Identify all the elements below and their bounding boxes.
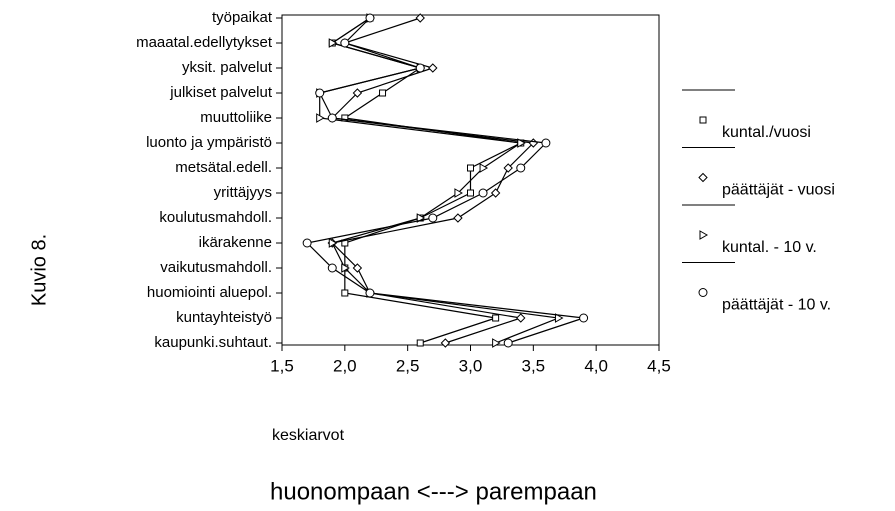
legend-label: päättäjät - 10 v. — [722, 297, 831, 314]
marker — [340, 38, 350, 48]
x-tick-label: 1,5 — [270, 356, 294, 375]
marker — [365, 288, 375, 298]
marker — [341, 263, 350, 273]
y-tick-label: huomiointi aluepol. — [147, 284, 272, 301]
marker — [415, 63, 425, 73]
x-tick-label: 3,0 — [459, 356, 483, 375]
marker — [328, 38, 338, 48]
series-line — [305, 17, 584, 344]
marker — [554, 313, 564, 323]
marker — [698, 288, 708, 297]
marker — [352, 88, 363, 98]
x-tick-label: 4,0 — [584, 356, 608, 375]
marker — [503, 338, 513, 348]
marker — [315, 88, 325, 98]
y-tick-label: yrittäjyys — [214, 184, 272, 201]
x-axis-label: keskiarvot — [272, 427, 345, 444]
marker — [467, 189, 474, 197]
x-tick-label: 3,5 — [522, 356, 546, 375]
y-tick-label: julkiset palvelut — [169, 84, 273, 101]
y-tick-label: kuntayhteistyö — [176, 309, 272, 326]
y-tick-label: yksit. palvelut — [182, 59, 273, 76]
legend-label: päättäjät - vuosi — [722, 182, 835, 199]
marker — [517, 138, 526, 148]
marker — [428, 213, 438, 223]
marker — [699, 230, 709, 240]
marker — [302, 238, 312, 248]
y-tick-label: koulutusmahdoll. — [159, 209, 272, 226]
marker — [541, 138, 551, 148]
marker — [453, 213, 463, 223]
marker — [490, 188, 501, 198]
x-tick-label: 2,5 — [396, 356, 420, 375]
marker — [341, 289, 349, 297]
y-tick-label: metsätal.edell. — [175, 159, 272, 176]
y-tick-label: luonto ja ympäristö — [146, 134, 272, 151]
marker — [492, 314, 500, 322]
marker — [699, 116, 707, 124]
marker — [503, 163, 513, 173]
x-tick-label: 4,5 — [647, 356, 671, 375]
marker — [492, 338, 501, 348]
marker — [440, 338, 451, 348]
marker — [428, 63, 438, 73]
y-tick-label: ikärakenne — [199, 234, 272, 251]
y-tick-label: vaikutusmahdoll. — [160, 259, 272, 276]
y-tick-label: kaupunki.suhtaut. — [154, 334, 272, 351]
caption: huonompaan <---> parempaan — [270, 478, 597, 505]
marker — [454, 188, 463, 198]
x-tick-label: 2,0 — [333, 356, 357, 375]
marker — [352, 263, 363, 273]
marker — [316, 113, 325, 123]
marker — [365, 13, 375, 23]
marker — [516, 313, 526, 323]
marker — [415, 13, 425, 23]
marker — [327, 263, 337, 273]
y-tick-label: muuttoliike — [200, 109, 272, 126]
marker — [516, 163, 526, 173]
y-tick-label: työpaikat — [212, 9, 273, 26]
legend-label: kuntal. - 10 v. — [722, 239, 817, 256]
marker — [467, 164, 474, 172]
marker — [579, 313, 589, 323]
marker — [478, 188, 488, 198]
marker — [379, 89, 387, 97]
y-tick-label: maaatal.edellytykset — [136, 34, 273, 51]
legend-label: kuntal./vuosi — [722, 124, 811, 141]
marker — [698, 172, 708, 183]
marker — [327, 113, 337, 123]
side-label: Kuvio 8. — [28, 234, 50, 306]
marker — [328, 238, 338, 248]
marker — [479, 163, 489, 173]
marker — [416, 339, 424, 347]
